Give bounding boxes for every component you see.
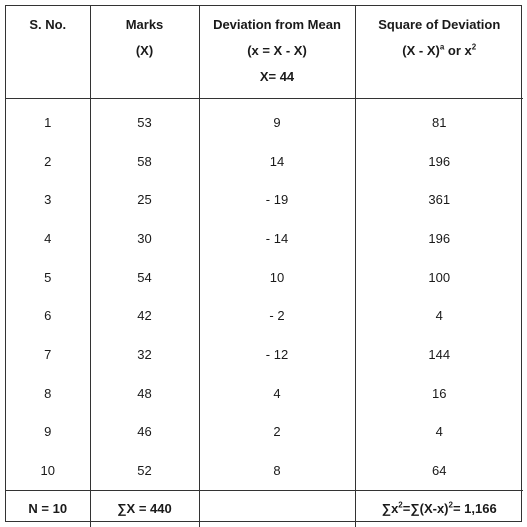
header-square-formula: (X - X)a or x2 [356,42,524,60]
cell-sno: 6 [44,308,52,324]
table-row: 1 53 9 81 [6,98,523,142]
cell-square: 4 [354,296,523,336]
cell-deviation: - 19 [198,180,355,220]
total-deviation [198,489,355,527]
header-square-formula-sup: a [439,42,445,52]
header-marks-label: Marks [125,17,164,32]
cell-sno: 7 [44,346,52,362]
cell-deviation: 2 [198,412,355,452]
header-sno-label: S. No. [29,17,67,32]
cell-sno: 5 [44,269,52,285]
cell-marks: 54 [89,257,199,297]
cell-marks: 32 [89,335,199,374]
total-sum-squares-sup2: 2 [448,501,453,511]
header-deviation-mean: X= 44 [259,69,295,84]
total-sum-squares-a: ∑x [381,501,399,517]
cell-marks: 58 [89,141,199,181]
header-square: Square of Deviation (X - X)a or x2 [354,6,524,99]
cell-sno: 4 [44,230,52,246]
total-sum-squares-sup1: 2 [398,501,403,511]
cell-deviation: 14 [198,141,355,181]
table-row: 2 58 14 196 [6,141,523,181]
cell-marks: 30 [89,219,199,258]
totals-row: N = 10 ∑X = 440 ∑x2=∑(X-x)2= 1,166 [6,489,523,527]
total-sum-x: ∑X = 440 [89,489,199,527]
cell-deviation: 4 [198,373,355,413]
table-row: 8 48 4 16 [6,373,523,413]
cell-marks: 48 [89,373,199,413]
cell-sno: 3 [44,192,52,208]
cell-deviation: 10 [198,257,355,297]
cell-sno: 10 [40,463,55,479]
cell-square: 196 [354,219,523,258]
cell-deviation: 9 [198,98,355,142]
header-row: S. No. Marks (X) Deviation from Mean (x … [6,6,523,99]
cell-square: 100 [354,257,523,297]
header-deviation-label: Deviation from Mean [213,17,341,32]
header-deviation: Deviation from Mean (x = X - X) X= 44 [198,6,355,99]
cell-deviation: 8 [198,451,355,491]
table-row: 4 30- 14 196 [6,219,523,258]
table-row: 9 46 2 4 [6,412,523,452]
cell-marks: 42 [89,296,199,336]
header-marks: Marks (X) [89,6,199,99]
cell-square: 64 [354,451,523,491]
header-square-label: Square of Deviation [378,17,501,32]
total-sum-squares-c: = 1,166 [452,501,497,517]
table-row: 7 32- 12 144 [6,335,523,374]
total-n: N = 10 [6,489,90,527]
table-row: 3 25- 19 361 [6,180,523,220]
header-square-formula-sup2: 2 [471,42,477,52]
deviation-table: S. No. Marks (X) Deviation from Mean (x … [6,6,523,527]
cell-square: 196 [354,141,523,181]
total-sum-squares-b: =∑(X-x) [402,501,449,517]
cell-deviation: - 14 [198,219,355,258]
cell-sno: 2 [44,153,52,169]
cell-sno: 9 [44,424,52,440]
cell-marks: 53 [89,98,199,142]
header-square-formula-base: (X - X) [402,43,440,58]
header-marks-symbol: (X) [135,43,154,58]
cell-sno: 8 [44,385,52,401]
cell-sno: 1 [44,114,52,130]
table-body: 1 53 9 81 2 58 14 196 3 25- 19 361 4 30- 14 196 5 54 10 1… [6,98,523,491]
total-sum-squares: ∑x2=∑(X-x)2= 1,166 [354,489,523,527]
cell-square: 16 [354,373,523,413]
cell-square: 361 [354,180,523,220]
cell-deviation: - 2 [198,296,355,336]
cell-marks: 52 [89,451,199,491]
cell-square: 144 [354,335,523,374]
table-row: 10 52 8 64 [6,451,523,491]
header-deviation-formula: (x = X - X) [247,43,307,58]
cell-marks: 46 [89,412,199,452]
cell-deviation: - 12 [198,335,355,374]
header-square-formula-mid: or x [444,43,472,58]
statistics-table-container: S. No. Marks (X) Deviation from Mean (x … [5,5,523,527]
table-row: 5 54 10 100 [6,257,523,297]
cell-square: 4 [354,412,523,452]
header-sno: S. No. [6,6,90,99]
cell-marks: 25 [89,180,199,220]
cell-square: 81 [354,98,523,142]
